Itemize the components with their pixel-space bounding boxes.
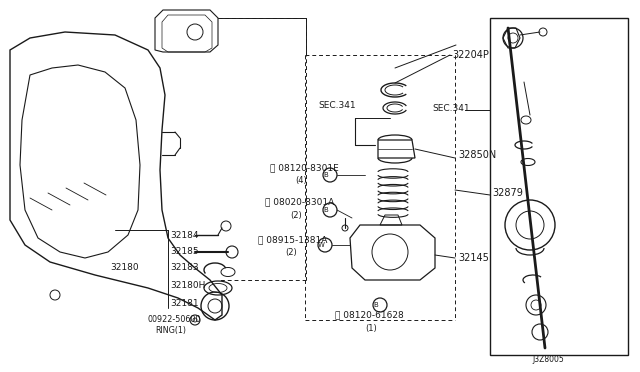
Text: B: B bbox=[374, 302, 378, 308]
Text: (1): (1) bbox=[365, 324, 377, 333]
Text: 32185: 32185 bbox=[170, 247, 198, 257]
Text: (4): (4) bbox=[295, 176, 307, 185]
Text: Ⓑ 08120-61628: Ⓑ 08120-61628 bbox=[335, 311, 404, 320]
Text: Ⓑ 08020-8301A: Ⓑ 08020-8301A bbox=[265, 198, 334, 206]
Text: 32850N: 32850N bbox=[458, 150, 496, 160]
Text: 00922-50600: 00922-50600 bbox=[148, 315, 202, 324]
Text: Ⓑ 08120-8301E: Ⓑ 08120-8301E bbox=[270, 164, 339, 173]
Text: B: B bbox=[324, 172, 328, 178]
Text: 32204P: 32204P bbox=[452, 50, 489, 60]
Text: SEC.341: SEC.341 bbox=[318, 100, 356, 109]
Text: J3Z8005: J3Z8005 bbox=[532, 356, 564, 365]
Text: 32184: 32184 bbox=[170, 231, 198, 240]
Text: 32879: 32879 bbox=[492, 188, 523, 198]
Text: (2): (2) bbox=[285, 248, 297, 257]
Text: W: W bbox=[317, 242, 324, 248]
Text: 32183: 32183 bbox=[170, 263, 198, 273]
Text: Ⓠ 08915-1381A: Ⓠ 08915-1381A bbox=[258, 235, 328, 244]
Text: 32145: 32145 bbox=[458, 253, 489, 263]
Text: (2): (2) bbox=[290, 211, 301, 219]
Text: 32180: 32180 bbox=[110, 263, 139, 273]
Text: 32181: 32181 bbox=[170, 299, 198, 308]
Text: RING(1): RING(1) bbox=[155, 326, 186, 334]
Text: B: B bbox=[324, 207, 328, 213]
Text: SEC.341: SEC.341 bbox=[432, 103, 470, 112]
Text: 32180H: 32180H bbox=[170, 282, 205, 291]
